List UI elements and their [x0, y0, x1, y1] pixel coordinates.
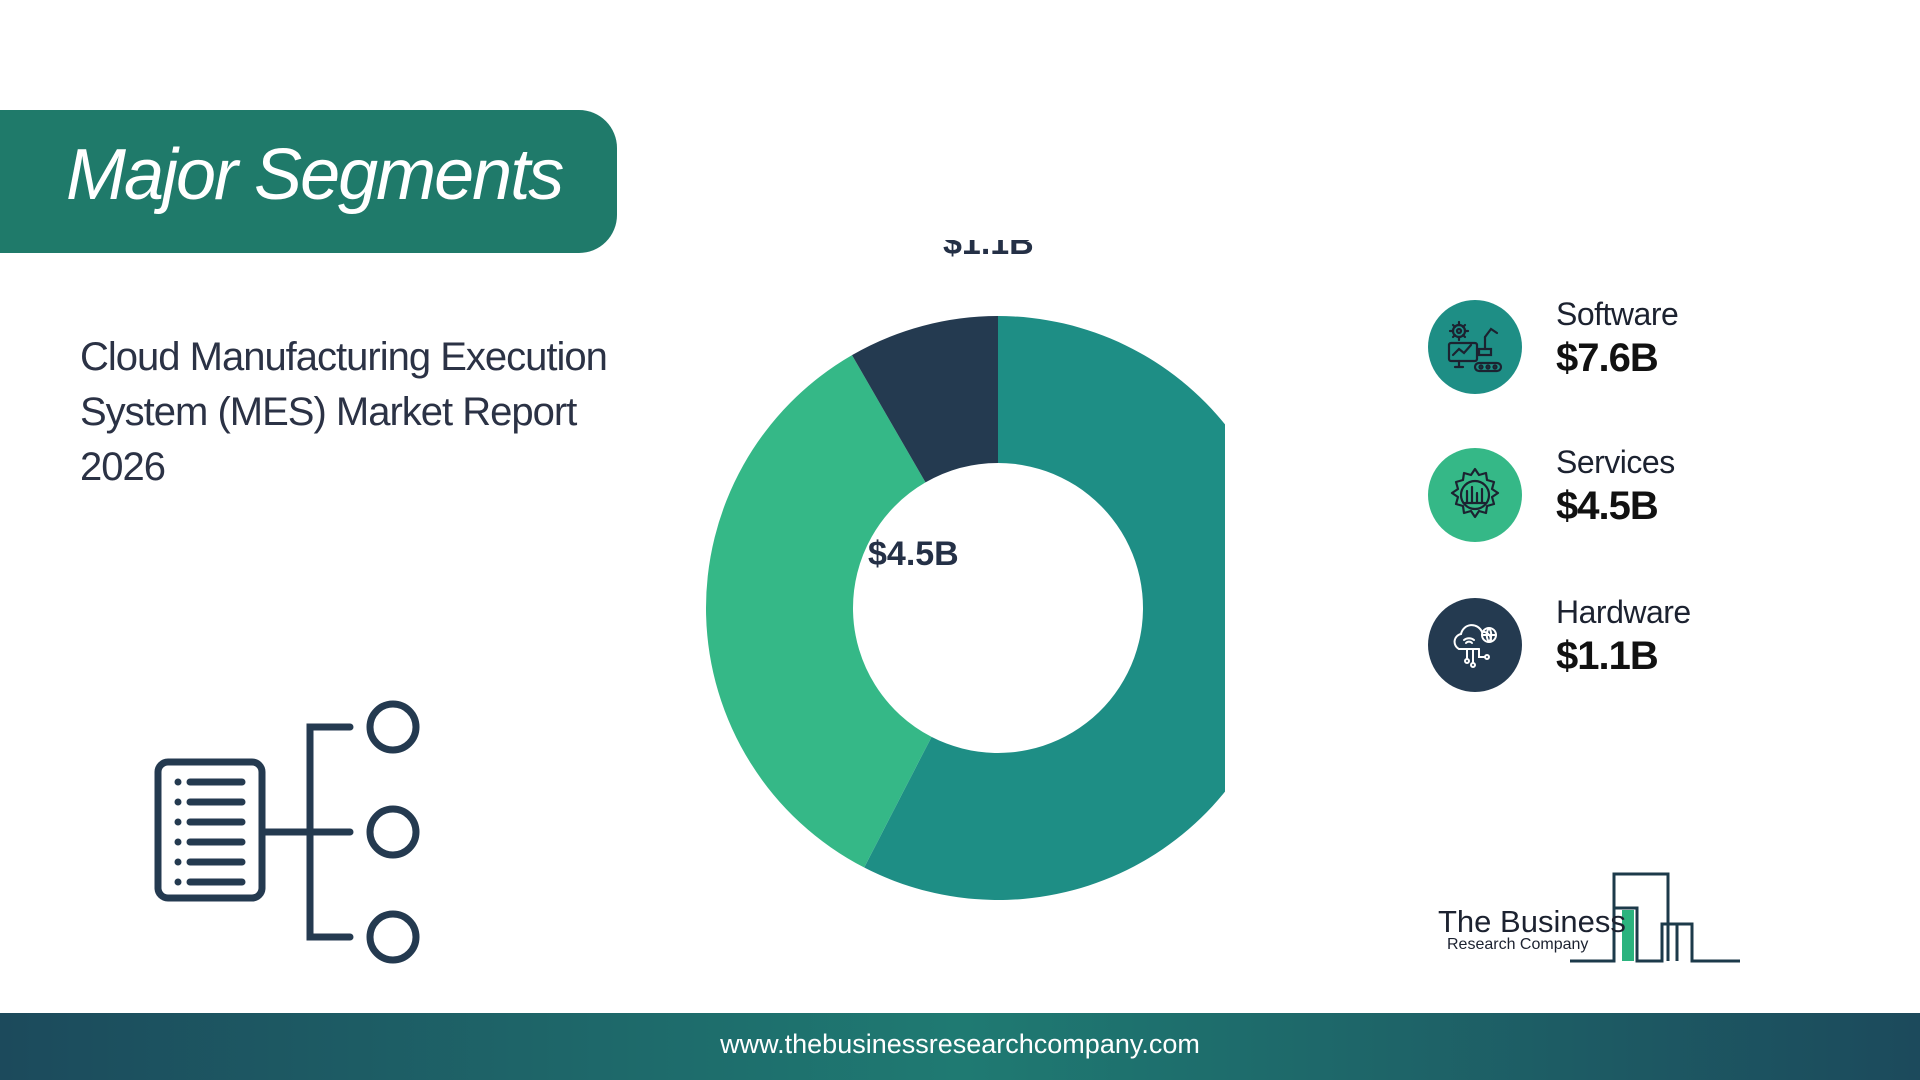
- gear-chart-icon: [1450, 467, 1500, 519]
- website-link[interactable]: www.thebusinessresearchcompany.com: [720, 1029, 1200, 1059]
- title-banner: Major Segments: [0, 110, 617, 253]
- donut-label-services: $4.5B: [868, 535, 959, 573]
- report-title: Cloud Manufacturing Execution System (ME…: [80, 335, 608, 489]
- segments-document-icon: [154, 700, 420, 964]
- logo-text-line1: The Business: [1438, 904, 1626, 939]
- donut-slice-hardware: [852, 316, 998, 483]
- donut-slice-software: [864, 316, 1225, 900]
- legend-value: $7.6B: [1556, 336, 1659, 380]
- legend-icon-services: [1428, 448, 1522, 542]
- automation-icon: [1447, 320, 1503, 373]
- legend-icon-software: [1428, 300, 1522, 394]
- page-title: Major Segments: [66, 135, 564, 215]
- logo-text-line2: Research Company: [1447, 936, 1589, 953]
- donut-label-hardware: $1.1B: [943, 240, 1034, 262]
- legend-name: Services: [1556, 444, 1675, 480]
- legend-name: Hardware: [1556, 594, 1691, 630]
- legend-icon-hardware: [1428, 598, 1522, 692]
- donut-slice-services: [706, 355, 932, 868]
- legend-value: $1.1B: [1556, 634, 1659, 678]
- legend-value: $4.5B: [1556, 484, 1659, 528]
- donut-chart: $7.6B$4.5B$1.1B: [706, 240, 1225, 900]
- footer-bar: www.thebusinessresearchcompany.com: [0, 1013, 1920, 1080]
- legend-name: Software: [1556, 296, 1679, 332]
- cloud-network-icon: [1453, 624, 1497, 668]
- logo-graphic: [1570, 872, 1740, 963]
- company-logo: The Business Research Company: [1430, 866, 1750, 966]
